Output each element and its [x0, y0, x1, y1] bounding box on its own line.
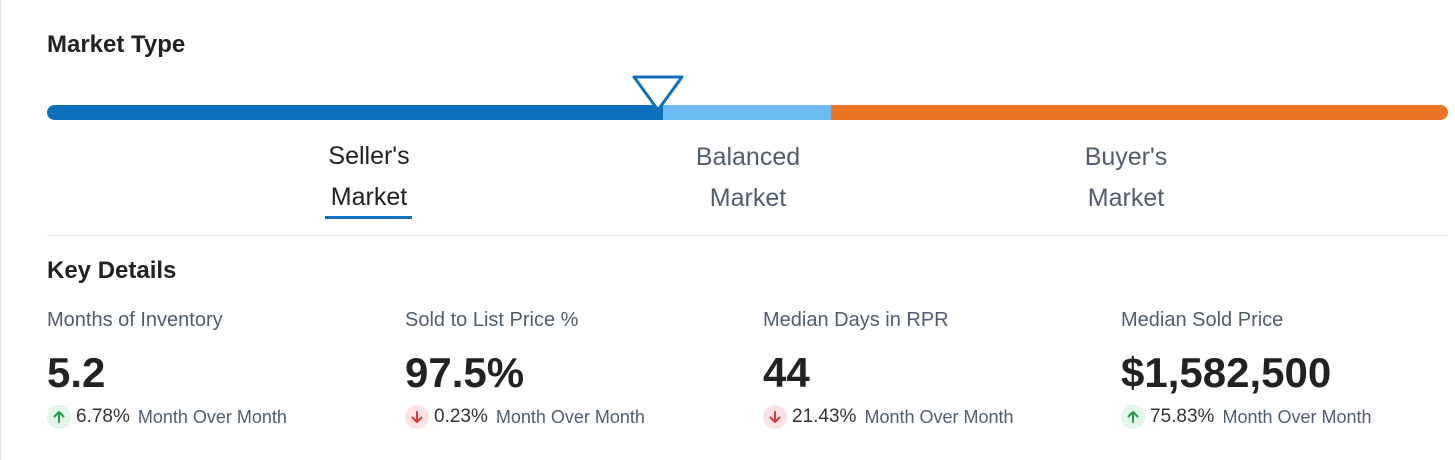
sellers-market-label: Seller's Market: [328, 142, 410, 211]
metric-change-period: Month Over Month: [1222, 406, 1372, 427]
arrow-down-icon: [405, 405, 429, 429]
balanced-market-segment: [663, 105, 831, 120]
metric-change-percent: 21.43%: [792, 406, 857, 427]
metric-value: $1,582,500: [1121, 349, 1332, 396]
metric-median-days-in-rpr: Median Days in RPR 44 21.43% Month Over …: [763, 309, 1103, 431]
market-type-title: Market Type: [47, 31, 186, 58]
metric-label: Median Sold Price: [1121, 309, 1284, 331]
balanced-market-label: Balanced Market: [695, 143, 801, 212]
metric-label: Median Days in RPR: [763, 309, 949, 331]
metric-months-of-inventory: Months of Inventory 5.2 6.78% Month Over…: [47, 309, 387, 431]
metric-change: 75.83% Month Over Month: [1121, 403, 1455, 431]
metric-change: 21.43% Month Over Month: [763, 403, 1103, 431]
buyers-market-segment: [831, 105, 1448, 120]
market-indicator-icon: [632, 75, 684, 112]
metric-change-percent: 0.23%: [434, 406, 488, 427]
metric-value: 97.5%: [405, 349, 525, 396]
metric-change-period: Month Over Month: [137, 406, 287, 427]
active-market-underline: [325, 216, 412, 219]
buyers-market-label: Buyer's Market: [1084, 143, 1168, 212]
metric-value: 5.2: [47, 349, 106, 396]
key-details-title: Key Details: [47, 257, 177, 284]
metric-change-period: Month Over Month: [864, 406, 1014, 427]
metric-change-percent: 75.83%: [1150, 406, 1215, 427]
metric-sold-to-list-price: Sold to List Price % 97.5% 0.23% Month O…: [405, 309, 745, 431]
market-type-slider: [47, 105, 1448, 120]
arrow-up-icon: [1121, 405, 1145, 429]
sellers-market-segment: [47, 105, 663, 120]
metric-value: 44: [763, 349, 810, 396]
metric-change-period: Month Over Month: [495, 406, 645, 427]
metric-change: 0.23% Month Over Month: [405, 403, 745, 431]
arrow-up-icon: [47, 405, 71, 429]
metric-change: 6.78% Month Over Month: [47, 403, 387, 431]
metric-change-percent: 6.78%: [76, 406, 130, 427]
section-divider: [47, 235, 1448, 236]
metric-label: Sold to List Price %: [405, 309, 579, 331]
arrow-down-icon: [763, 405, 787, 429]
metric-label: Months of Inventory: [47, 309, 223, 331]
metric-median-sold-price: Median Sold Price $1,582,500 75.83% Mont…: [1121, 309, 1455, 431]
